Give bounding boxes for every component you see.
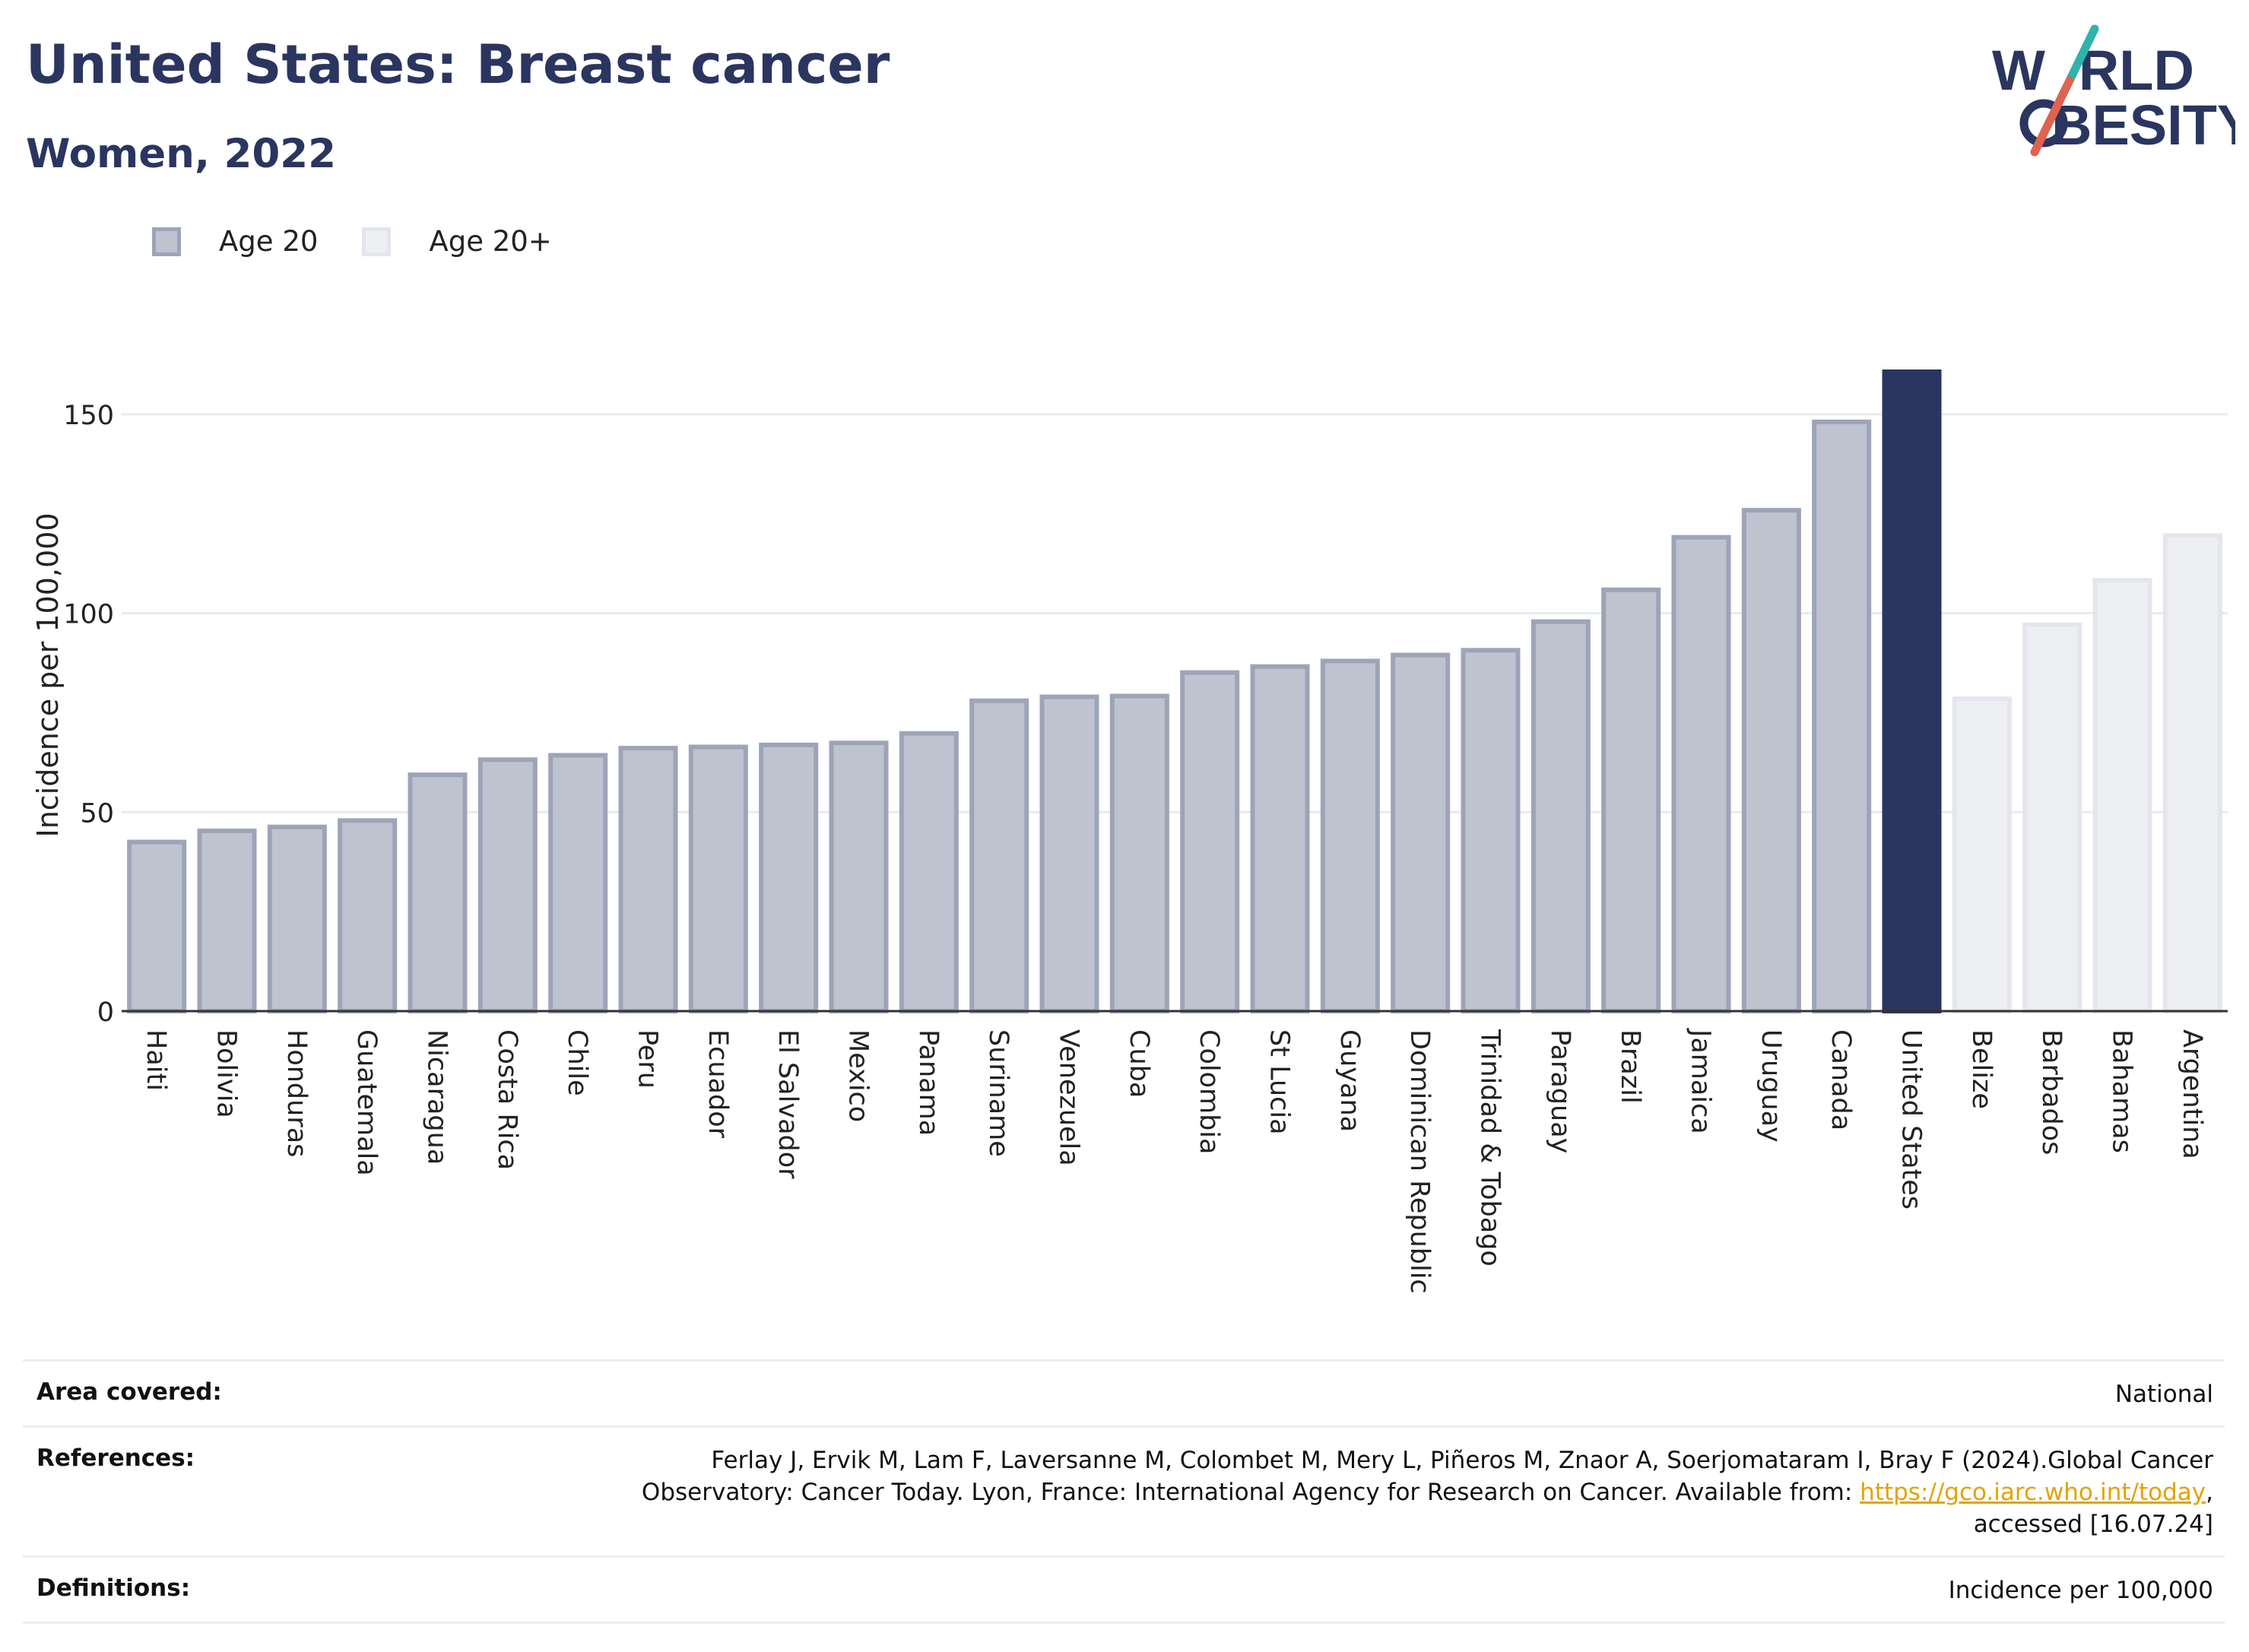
y-tick-label: 50 [80,798,114,829]
bar-ecuador[interactable] [688,744,748,1013]
meta-row-area: Area covered: National [23,1359,2225,1425]
definitions-label: Definitions: [36,1574,191,1602]
x-tick-label: Peru [633,1029,663,1089]
x-tick-label: Colombia [1194,1029,1224,1154]
meta-row-references: References: Ferlay J, Ervik M, Lam F, La… [23,1425,2225,1555]
x-tick-label: Jamaica [1686,1028,1716,1134]
references-value: Ferlay J, Ervik M, Lam F, Laversanne M, … [642,1444,2213,1540]
bar-argentina[interactable] [2162,533,2222,1013]
x-tick-label: Guyana [1334,1029,1365,1132]
x-tick-label: Nicaragua [422,1029,452,1165]
y-tick-labels: 0 50 100 150 [63,401,114,1028]
bar-uruguay[interactable] [1741,508,1801,1013]
x-tick-label: St Lucia [1264,1029,1295,1135]
svg-text:BESITY: BESITY [2051,94,2235,157]
y-tick-label: 0 [97,997,114,1028]
x-tick-label: Mexico [843,1029,874,1122]
x-tick-label: Venezuela [1054,1029,1084,1166]
legend: Age 20 Age 20+ [152,225,596,258]
x-tick-label: Belize [1966,1029,1997,1109]
bar-suriname[interactable] [969,698,1029,1013]
x-tick-label: Costa Rica [492,1029,522,1170]
x-tick-label: Haiti [141,1029,171,1091]
bar-el-salvador[interactable] [759,742,819,1013]
x-tick-label: Paraguay [1545,1029,1575,1153]
x-tick-label: Argentina [2177,1029,2207,1159]
bar-belize[interactable] [1952,696,2012,1014]
bar-dominican-republic[interactable] [1391,652,1451,1013]
bar-colombia[interactable] [1180,670,1240,1013]
legend-swatch-age20 [152,227,181,256]
legend-label-age20: Age 20 [219,225,319,258]
legend-item-age20[interactable]: Age 20 [152,225,318,258]
bar-barbados[interactable] [2022,622,2082,1013]
x-tick-label: Dominican Republic [1404,1029,1435,1294]
bar-st-lucia[interactable] [1250,664,1310,1013]
reference-text-line1: Ferlay J, Ervik M, Lam F, Laversanne M, … [711,1447,2213,1474]
bar-brazil[interactable] [1601,587,1661,1013]
bar-paraguay[interactable] [1531,619,1591,1013]
bar-mexico[interactable] [829,740,889,1013]
x-tick-label: Brazil [1615,1029,1645,1104]
bar-honduras[interactable] [267,824,327,1013]
bar-chile[interactable] [548,753,608,1013]
reference-link[interactable]: https://gco.iarc.who.int/today [1860,1479,2206,1506]
x-tick-label: Bahamas [2107,1029,2137,1153]
legend-swatch-age20plus [362,227,392,256]
bar-panama[interactable] [899,731,959,1013]
x-tick-label: Honduras [281,1029,312,1157]
x-tick-labels: Haiti Bolivia Honduras Guatemala Nicaragua Co… [141,1028,2207,1294]
bar-peru[interactable] [618,746,678,1013]
y-axis-label: Incidence per 100,000 [31,512,65,837]
bar-nicaragua[interactable] [408,772,468,1013]
definitions-value: Incidence per 100,000 [1948,1577,2213,1604]
world-obesity-logo: W RLD BESITY [1992,24,2235,157]
bar-bahamas[interactable] [2092,578,2152,1013]
chart-subtitle: Women, 2022 [26,131,336,177]
bar-canada[interactable] [1812,419,1872,1013]
chart-title: United States: Breast cancer [26,33,890,96]
y-tick-label: 100 [63,600,114,630]
x-tick-label: Uruguay [1756,1029,1786,1143]
bar-chart: 0 50 100 150 Haiti Bolivia Honduras Guatemala N… [31,369,2228,1294]
references-label: References: [36,1444,195,1472]
bars [122,369,2228,1014]
bar-venezuela[interactable] [1039,694,1099,1013]
bar-trinidad-tobago[interactable] [1461,648,1521,1013]
x-tick-label: El Salvador [772,1029,803,1179]
x-tick-label: Bolivia [211,1029,242,1118]
bar-united-states[interactable] [1882,369,1942,1013]
reference-comma: , [2206,1479,2213,1506]
x-tick-label: Ecuador [703,1029,733,1139]
x-tick-label: Guatemala [351,1029,382,1176]
bar-costa-rica[interactable] [477,757,538,1014]
x-tick-label: Chile [562,1029,592,1096]
reference-accessed: accessed [16.07.24] [1973,1511,2213,1538]
bar-jamaica[interactable] [1671,534,1731,1013]
reference-text-line2: Observatory: Cancer Today. Lyon, France:… [641,1479,1860,1506]
bar-bolivia[interactable] [197,828,257,1014]
bar-guatemala[interactable] [338,818,398,1014]
area-covered-label: Area covered: [36,1378,222,1406]
y-tick-label: 150 [63,401,114,431]
legend-item-age20plus[interactable]: Age 20+ [362,225,552,258]
x-tick-label: Cuba [1124,1029,1154,1098]
x-tick-label: Panama [913,1029,944,1136]
x-tick-label: Barbados [2036,1029,2067,1155]
metadata-table: Area covered: National References: Ferla… [23,1359,2225,1624]
bar-haiti[interactable] [127,839,187,1014]
x-tick-label: Canada [1826,1029,1856,1130]
bar-cuba[interactable] [1109,693,1169,1014]
x-tick-label: Suriname [983,1029,1013,1157]
area-covered-value: National [2114,1381,2213,1408]
legend-label-age20plus: Age 20+ [429,225,552,258]
x-tick-label: United States [1896,1029,1927,1210]
x-tick-label: Trinidad & Tobago [1475,1029,1505,1267]
meta-row-definitions: Definitions: Incidence per 100,000 [23,1555,2225,1624]
bar-guyana[interactable] [1320,658,1380,1013]
gridlines [122,413,2228,813]
